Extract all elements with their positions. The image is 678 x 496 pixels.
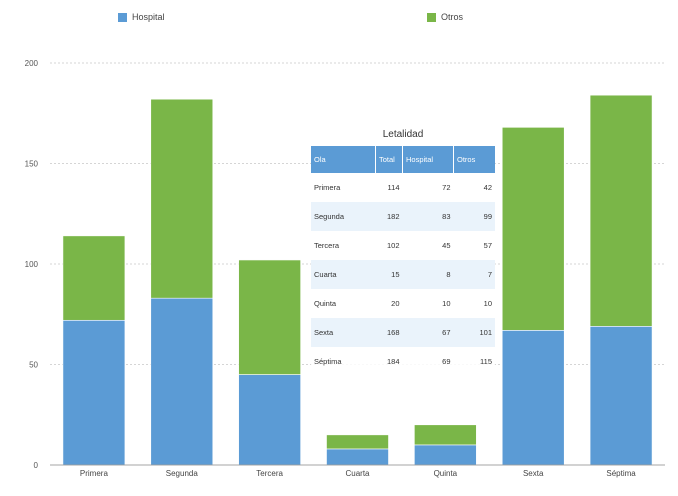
table-cell: Segunda [311,202,376,231]
y-tick-label: 150 [25,160,39,169]
letalidad-table: Ola Total Hospital Otros Primera 114 72 … [311,146,495,376]
table-cell: Séptima [311,347,376,376]
bars [62,94,653,466]
header-cell: Hospital [402,146,454,173]
table-row: Cuarta 15 8 7 [311,260,495,289]
table-title: Letalidad [382,129,424,140]
table-cell: 10 [402,289,454,318]
table-cell: 69 [402,347,454,376]
table-cell: 168 [375,318,403,347]
header-cell: Otros [453,146,495,173]
bar-otros-2 [150,98,214,299]
x-tick-label: Cuarta [345,469,370,478]
table-cell: 67 [402,318,454,347]
bar-hospital-7 [589,326,653,466]
bar-hospital-5 [414,444,477,466]
table-cell: 45 [402,231,454,260]
table-cell: 184 [375,347,403,376]
table-row: Primera 114 72 42 [311,173,495,202]
letalidad-table-panel: Letalidad Ola Total Hospital Otros Prime… [311,128,495,376]
table-row: Segunda 182 83 99 [311,202,495,231]
table-cell: 102 [375,231,403,260]
x-tick-label: Primera [80,469,109,478]
bar-otros-6 [501,127,565,331]
table-cell: 10 [453,289,495,318]
bar-otros-4 [326,434,389,450]
table-cell: Primera [311,173,376,202]
header-cell: Ola [311,146,376,173]
table-cell: 83 [402,202,454,231]
legend-label-otros: Otros [441,12,464,22]
table-cell: 8 [402,260,454,289]
table-cell: 182 [375,202,403,231]
table-cell: 15 [375,260,403,289]
y-tick-label: 200 [25,59,39,68]
table-cell: Sexta [311,318,376,347]
x-tick-label: Séptima [606,469,636,478]
legend-label-hospital: Hospital [132,12,165,22]
legend-item-otros: Otros [427,12,463,22]
table-cell: 20 [375,289,403,318]
table-row: Quinta 20 10 10 [311,289,495,318]
table-cell: Tercera [311,231,376,260]
table-row: Sexta 168 67 101 [311,318,495,347]
table-cell: 99 [453,202,495,231]
bar-otros-3 [238,259,301,375]
table-row: Tercera 102 45 57 [311,231,495,260]
bar-otros-1 [62,235,126,321]
y-tick-label: 50 [29,361,38,370]
legend-item-hospital: Hospital [118,12,165,22]
table-header-row: Ola Total Hospital Otros [311,146,495,173]
table-row: Séptima 184 69 115 [311,347,495,376]
table-cell: 42 [453,173,495,202]
bar-hospital-3 [238,374,301,466]
x-tick-label: Tercera [256,469,283,478]
table-cell: 72 [402,173,454,202]
table-cell: 57 [453,231,495,260]
legend-swatch-otros [427,12,436,22]
bar-otros-5 [414,424,477,446]
bar-hospital-6 [501,330,565,466]
table-cell: 101 [453,318,495,347]
bar-hospital-1 [62,319,126,466]
table-cell: 114 [375,173,403,202]
x-tick-label: Sexta [523,469,544,478]
y-tick-label: 100 [25,260,39,269]
y-tick-label: 0 [34,461,39,470]
x-tick-label: Quinta [434,469,458,478]
table-cell: Quinta [311,289,376,318]
table-cell: Cuarta [311,260,376,289]
table-cell: 7 [453,260,495,289]
bar-hospital-4 [326,448,389,466]
bar-otros-7 [589,94,653,327]
legend-swatch-hospital [118,12,127,22]
table-cell: 115 [453,347,495,376]
bar-hospital-2 [150,297,214,466]
x-tick-label: Segunda [166,469,199,478]
header-cell: Total [375,146,403,173]
